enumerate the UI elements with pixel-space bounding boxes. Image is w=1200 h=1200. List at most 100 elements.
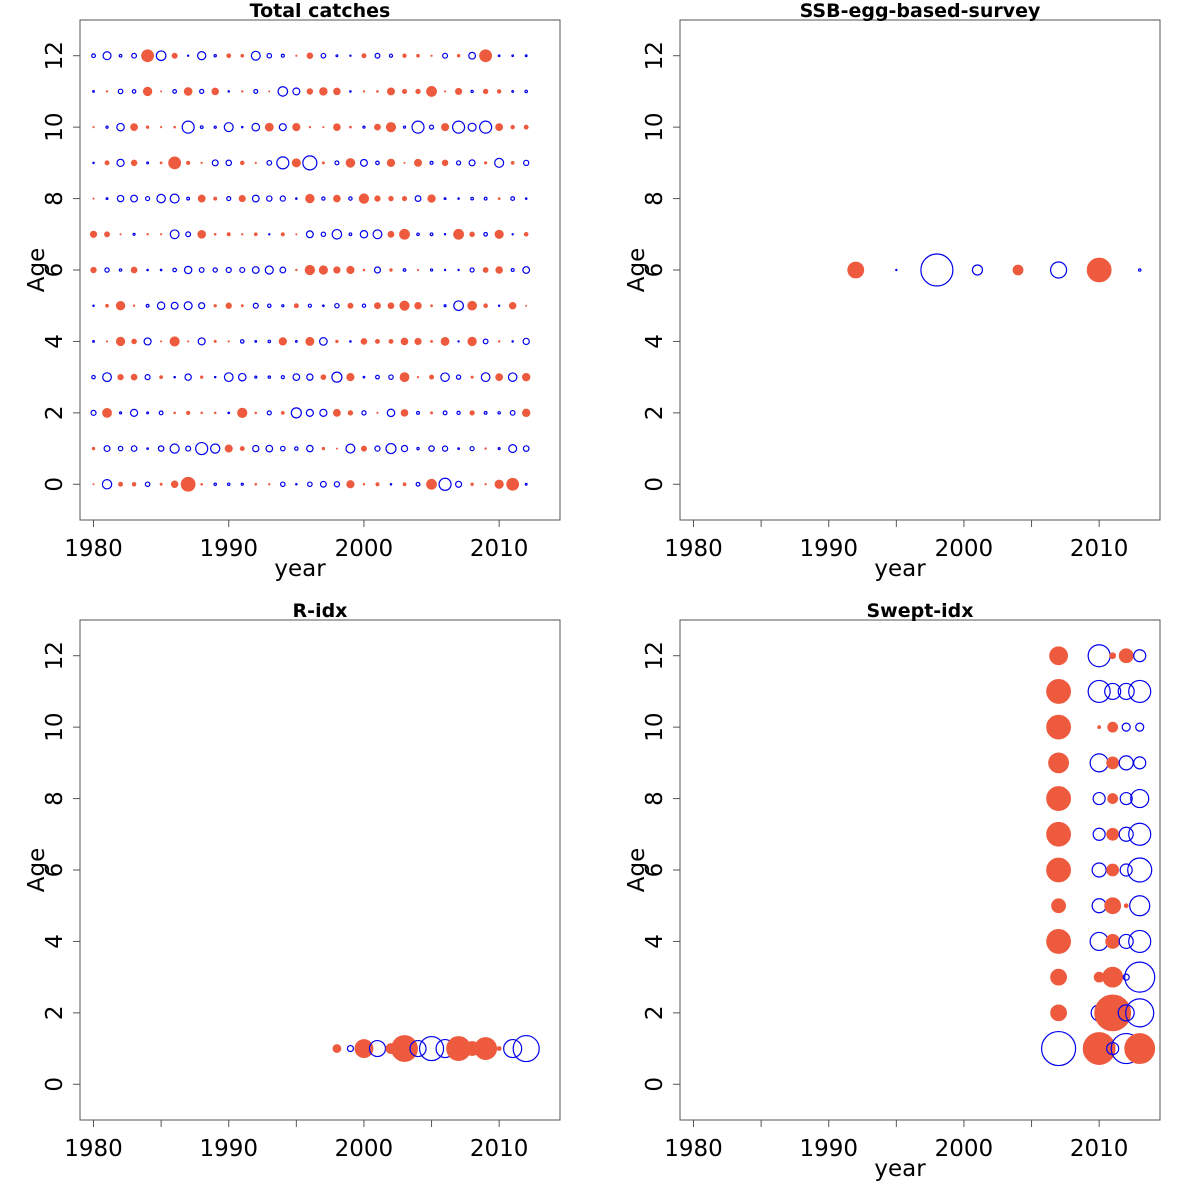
negative-residual-point <box>116 158 125 168</box>
positive-residual-point <box>469 231 475 238</box>
negative-residual-point <box>130 445 138 452</box>
positive-residual-point <box>443 90 447 93</box>
negative-residual-point <box>267 375 272 379</box>
negative-residual-point <box>280 375 285 380</box>
positive-residual-point <box>495 373 504 382</box>
negative-residual-point <box>251 122 261 132</box>
panel-title: Swept-idx <box>866 600 973 622</box>
positive-residual-point <box>360 338 368 345</box>
negative-residual-point <box>155 50 167 62</box>
positive-residual-point <box>171 52 178 59</box>
x-tick-label: 1980 <box>664 1136 723 1162</box>
negative-residual-point <box>1127 857 1153 883</box>
positive-residual-point <box>180 476 196 492</box>
positive-residual-point <box>268 483 271 486</box>
y-tick-label: 4 <box>42 934 68 949</box>
negative-residual-point <box>295 197 298 200</box>
negative-residual-point <box>1128 822 1152 846</box>
positive-residual-point <box>1106 863 1120 877</box>
negative-residual-point <box>388 53 394 58</box>
negative-residual-point <box>281 304 285 308</box>
positive-residual-point <box>105 90 109 93</box>
negative-residual-point <box>443 233 447 236</box>
y-tick-label: 2 <box>42 406 68 421</box>
negative-residual-point <box>1135 722 1145 732</box>
positive-residual-point <box>333 123 341 131</box>
negative-residual-point <box>416 232 420 237</box>
negative-residual-point <box>440 372 450 382</box>
negative-residual-point <box>169 193 180 204</box>
negative-residual-point <box>511 340 514 343</box>
positive-residual-point <box>456 53 461 58</box>
x-tick-label: 2010 <box>470 536 529 562</box>
negative-residual-point <box>184 373 192 381</box>
negative-residual-point <box>105 125 109 129</box>
positive-residual-point <box>89 230 98 238</box>
negative-residual-point <box>118 411 123 415</box>
negative-residual-point <box>169 229 180 240</box>
positive-residual-point <box>402 482 407 487</box>
negative-residual-point <box>239 339 245 344</box>
negative-residual-point <box>292 87 301 96</box>
positive-residual-point <box>239 446 245 452</box>
negative-residual-point <box>105 197 109 201</box>
negative-residual-point <box>1092 827 1106 841</box>
positive-residual-point <box>226 53 232 59</box>
positive-residual-point <box>1118 648 1134 664</box>
positive-residual-point <box>91 446 96 451</box>
negative-residual-point <box>186 196 191 201</box>
negative-residual-point <box>156 301 166 310</box>
negative-residual-point <box>226 482 231 487</box>
negative-residual-point <box>197 51 207 61</box>
negative-residual-point <box>429 232 434 237</box>
x-tick-label: 2000 <box>335 1136 394 1162</box>
negative-residual-point <box>361 410 367 416</box>
panel-title: R-idx <box>293 600 348 622</box>
negative-residual-point <box>185 231 192 238</box>
negative-residual-point <box>251 266 260 274</box>
positive-residual-point <box>278 337 287 346</box>
negative-residual-point <box>457 340 460 343</box>
negative-residual-point <box>266 195 273 202</box>
positive-residual-point <box>1104 897 1122 915</box>
negative-residual-point <box>213 375 217 379</box>
positive-residual-point <box>226 232 231 237</box>
negative-residual-point <box>443 268 447 272</box>
positive-residual-point <box>441 123 450 132</box>
negative-residual-point <box>1040 1030 1077 1067</box>
negative-residual-point <box>145 303 150 308</box>
positive-residual-point <box>474 1037 498 1060</box>
positive-residual-point <box>494 479 504 489</box>
negative-residual-point <box>265 444 274 453</box>
positive-residual-point <box>254 161 257 164</box>
negative-residual-point <box>470 89 474 94</box>
y-axis-label: Age <box>24 248 50 292</box>
y-tick-label: 4 <box>42 334 68 349</box>
negative-residual-point <box>510 267 515 273</box>
negative-residual-point <box>91 374 96 380</box>
negative-residual-point <box>372 229 383 240</box>
negative-residual-point <box>428 124 435 130</box>
negative-residual-point <box>172 267 178 273</box>
negative-residual-point <box>225 266 232 274</box>
positive-residual-point <box>119 233 122 236</box>
y-tick-label: 4 <box>642 934 668 949</box>
negative-residual-point <box>210 443 221 454</box>
negative-residual-point <box>1049 261 1068 279</box>
negative-residual-point <box>409 1039 427 1058</box>
positive-residual-point <box>416 53 420 58</box>
positive-residual-point <box>470 375 474 379</box>
y-tick-label: 2 <box>642 1006 668 1021</box>
negative-residual-point <box>1091 862 1107 878</box>
negative-residual-point <box>251 194 260 203</box>
positive-residual-point <box>1123 903 1129 909</box>
negative-residual-point <box>240 482 244 486</box>
positive-residual-point <box>1106 756 1120 770</box>
negative-residual-point <box>199 125 204 130</box>
negative-residual-point <box>1089 753 1109 773</box>
negative-residual-point <box>118 53 123 58</box>
negative-residual-point <box>223 122 234 133</box>
negative-residual-point <box>156 193 166 204</box>
negative-residual-point <box>254 375 258 379</box>
negative-residual-point <box>1124 961 1156 993</box>
